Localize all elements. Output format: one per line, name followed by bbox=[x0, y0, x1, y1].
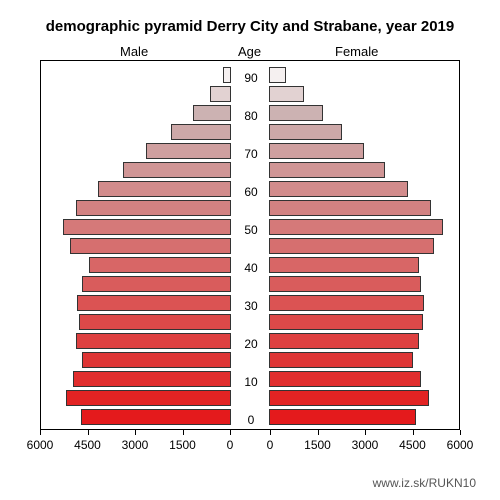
age-tick-label: 40 bbox=[231, 261, 271, 275]
age-tick-label: 50 bbox=[231, 223, 271, 237]
male-bar bbox=[81, 409, 231, 425]
female-label: Female bbox=[335, 44, 378, 59]
pyramid-chart: 0 10 20 30 40 50 60 70 80 90 bbox=[40, 60, 460, 430]
age-tick-label: 70 bbox=[231, 147, 271, 161]
male-bar bbox=[89, 257, 232, 273]
male-bar bbox=[98, 181, 231, 197]
female-bar bbox=[269, 371, 421, 387]
female-bar bbox=[269, 314, 423, 330]
x-tick: 0 bbox=[227, 438, 234, 452]
male-bar bbox=[79, 314, 231, 330]
x-tick: 1500 bbox=[169, 438, 196, 452]
female-bar bbox=[269, 143, 364, 159]
male-panel bbox=[41, 61, 231, 429]
x-axis: 6000450030001500001500300045006000 bbox=[40, 432, 460, 462]
female-bar bbox=[269, 276, 421, 292]
male-bar bbox=[193, 105, 231, 121]
female-bar bbox=[269, 409, 416, 425]
x-tick: 4500 bbox=[399, 438, 426, 452]
age-tick-label: 90 bbox=[231, 71, 271, 85]
age-tick-label: 0 bbox=[231, 413, 271, 427]
male-bar bbox=[76, 200, 231, 216]
female-panel bbox=[269, 61, 459, 429]
female-bar bbox=[269, 352, 413, 368]
male-bar bbox=[66, 390, 231, 406]
female-bar bbox=[269, 124, 342, 140]
male-bar bbox=[76, 333, 231, 349]
male-bar bbox=[77, 295, 231, 311]
male-bar bbox=[171, 124, 231, 140]
age-tick-label: 20 bbox=[231, 337, 271, 351]
female-bar bbox=[269, 219, 443, 235]
x-tick: 6000 bbox=[27, 438, 54, 452]
female-bar bbox=[269, 238, 434, 254]
age-tick-label: 30 bbox=[231, 299, 271, 313]
male-label: Male bbox=[120, 44, 148, 59]
female-bar bbox=[269, 181, 408, 197]
female-bar bbox=[269, 390, 429, 406]
female-bar bbox=[269, 67, 286, 83]
male-bar bbox=[63, 219, 231, 235]
male-bar bbox=[73, 371, 231, 387]
x-tick: 3000 bbox=[122, 438, 149, 452]
male-bar bbox=[210, 86, 231, 102]
x-tick: 3000 bbox=[352, 438, 379, 452]
male-bar bbox=[82, 352, 231, 368]
female-bar bbox=[269, 257, 419, 273]
female-bar bbox=[269, 162, 385, 178]
male-bar bbox=[146, 143, 232, 159]
age-tick-label: 80 bbox=[231, 109, 271, 123]
female-bar bbox=[269, 200, 431, 216]
x-tick: 0 bbox=[267, 438, 274, 452]
age-tick-label: 10 bbox=[231, 375, 271, 389]
female-bar bbox=[269, 295, 424, 311]
male-bar bbox=[123, 162, 231, 178]
age-label-header: Age bbox=[238, 44, 261, 59]
female-bar bbox=[269, 86, 304, 102]
age-tick-label: 60 bbox=[231, 185, 271, 199]
x-tick: 4500 bbox=[74, 438, 101, 452]
female-bar bbox=[269, 105, 323, 121]
x-tick: 1500 bbox=[304, 438, 331, 452]
male-bar bbox=[82, 276, 231, 292]
male-bar bbox=[223, 67, 231, 83]
female-bar bbox=[269, 333, 419, 349]
source-footer: www.iz.sk/RUKN10 bbox=[373, 476, 476, 490]
male-bar bbox=[70, 238, 232, 254]
chart-title: demographic pyramid Derry City and Strab… bbox=[0, 18, 500, 35]
x-tick: 6000 bbox=[447, 438, 474, 452]
